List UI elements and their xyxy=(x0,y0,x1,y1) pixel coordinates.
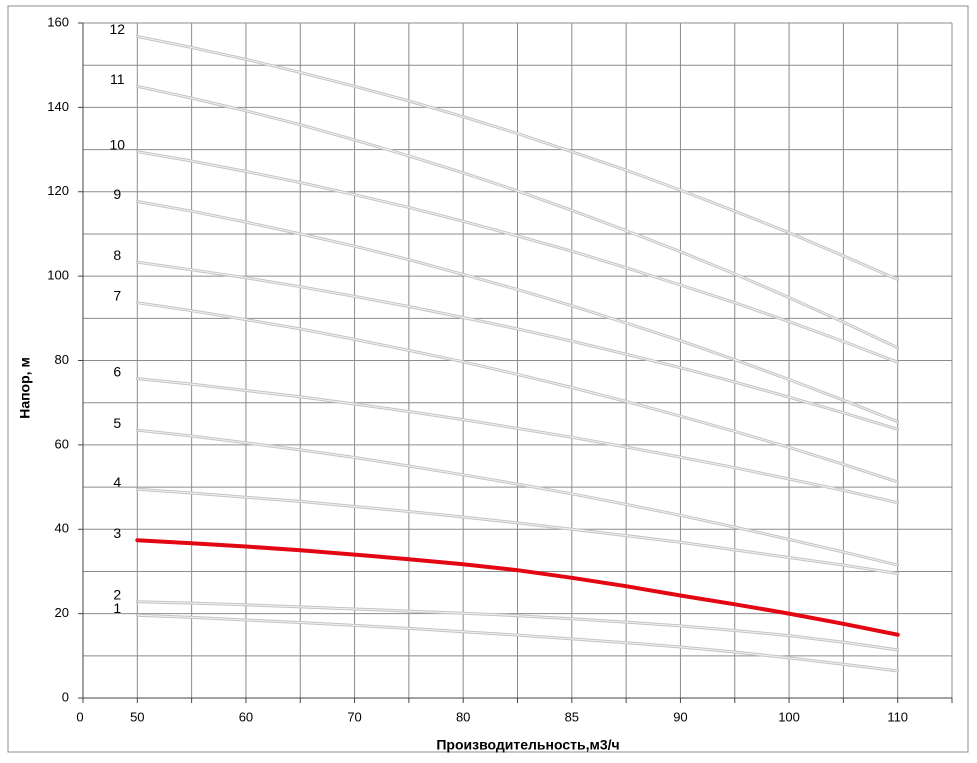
series-line-highlight xyxy=(137,378,898,504)
series-line-highlight xyxy=(137,302,898,483)
x-tick-label: 0 xyxy=(76,709,83,724)
y-tick-label: 20 xyxy=(55,605,69,620)
series-label: 9 xyxy=(113,186,121,202)
x-tick-label: 90 xyxy=(673,709,687,724)
series-line-highlight xyxy=(137,261,898,430)
y-tick-label: 80 xyxy=(55,352,69,367)
series-line-highlight xyxy=(137,488,898,574)
series-line-highlight xyxy=(137,614,898,672)
y-tick-label: 40 xyxy=(55,521,69,536)
series-label: 4 xyxy=(113,474,121,490)
series-label: 7 xyxy=(113,287,121,303)
series-label: 2 xyxy=(113,587,121,603)
x-tick-label: 80 xyxy=(456,709,470,724)
y-tick-label: 60 xyxy=(55,436,69,451)
series-label: 10 xyxy=(110,136,126,152)
series-label: 6 xyxy=(113,363,121,379)
y-tick-label: 160 xyxy=(47,14,69,29)
series-label: 1 xyxy=(113,600,121,616)
series-line xyxy=(135,538,900,637)
x-tick-label: 110 xyxy=(887,709,908,724)
y-tick-label: 100 xyxy=(47,268,69,283)
series-line-highlight xyxy=(137,151,898,363)
x-tick-label: 70 xyxy=(347,709,361,724)
series-line-highlight xyxy=(137,201,898,423)
x-tick-label: 50 xyxy=(130,709,144,724)
y-tick-label: 120 xyxy=(47,183,69,198)
y-axis-label: Напор, м xyxy=(17,357,33,419)
x-tick-label: 85 xyxy=(565,709,579,724)
series-label: 3 xyxy=(113,525,121,541)
series-line-highlight xyxy=(137,601,898,651)
series-label: 8 xyxy=(113,247,121,263)
series-label: 12 xyxy=(110,21,126,37)
x-tick-label: 100 xyxy=(778,709,800,724)
chart-frame xyxy=(7,5,969,753)
y-tick-label: 140 xyxy=(47,99,69,114)
x-tick-label: 60 xyxy=(239,709,253,724)
y-tick-label: 0 xyxy=(62,689,69,704)
series-line-highlight xyxy=(137,36,898,280)
series-label: 11 xyxy=(110,71,125,87)
series-line-highlight xyxy=(137,85,898,349)
series-line-highlight xyxy=(137,429,898,566)
x-axis-label: Производительность,м3/ч xyxy=(436,737,619,753)
series-label: 5 xyxy=(113,415,121,431)
